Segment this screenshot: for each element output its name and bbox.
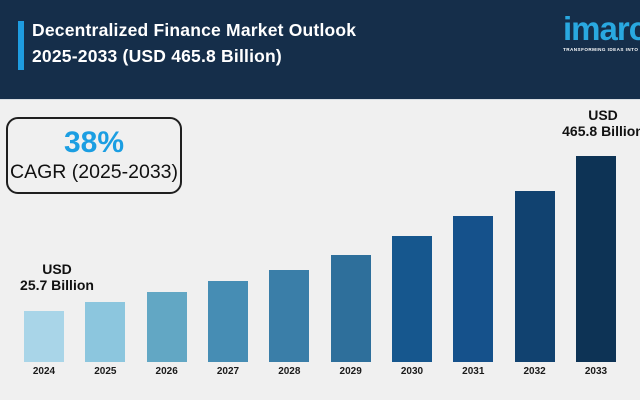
bar-cell-2032: 2032 [514,191,555,378]
bar-label-2030: 2030 [400,366,424,377]
page-title-line2: 2025-2033 (USD 465.8 Billion) [32,46,282,66]
bar-cell-2026: 2026 [146,292,187,378]
cagr-label: CAGR (2025-2033) [10,161,178,183]
bar-cell-2033: 2033 [575,156,616,378]
bar-2029 [330,255,371,362]
bar-label-2028: 2028 [278,366,301,377]
bar-label-2027: 2027 [216,366,240,377]
header: Decentralized Finance Market Outlook 202… [0,0,640,100]
bar-label-2031: 2031 [462,366,485,377]
start-value-line1: USD [42,261,72,277]
bar-cell-2031: 2031 [453,216,494,378]
bar-label-2029: 2029 [339,366,362,377]
start-value-annotation: USD 25.7 Billion [2,261,112,293]
bar-cell-2028: 2028 [269,270,310,378]
end-value-line2: 465.8 Billion [562,123,640,139]
bar-cell-2025: 2025 [85,302,126,378]
bar-cell-2029: 2029 [330,255,371,378]
cagr-value: 38% [63,126,125,159]
bar-2031 [453,216,494,362]
bar-2032 [514,191,555,362]
title-accent-bar [18,21,24,70]
bar-cell-2027: 2027 [207,281,248,378]
end-value-line1: USD [588,107,618,123]
bar-cell-2030: 2030 [391,236,432,378]
bar-label-2032: 2032 [523,366,546,377]
bar-2027 [207,281,248,362]
page-title: Decentralized Finance Market Outlook 202… [32,17,356,69]
bar-label-2033: 2033 [584,366,608,377]
imarc-logo: imarc TRANSFORMING IDEAS INTO IM [563,10,640,53]
bar-2024 [24,311,64,362]
bar-2028 [269,270,310,362]
bar-cell-2024: 2024 [24,311,64,378]
bar-label-2026: 2026 [155,366,178,377]
bar-label-2025: 2025 [94,366,117,377]
imarc-logo-text: imarc [563,10,640,47]
bar-2033 [575,156,616,362]
bar-2030 [391,236,432,362]
start-value-line2: 25.7 Billion [20,277,94,293]
end-value-annotation: USD 465.8 Billion [548,107,640,139]
cagr-callout-box: 38% CAGR (2025-2033) [6,117,182,194]
bar-label-2024: 2024 [32,366,56,377]
bar-group: 2024 2025 2026 2027 2028 2029 2030 2031 2032 2033 [24,148,616,378]
bar-2026 [146,292,187,362]
bar-2025 [85,302,126,362]
page-title-line1: Decentralized Finance Market Outlook [32,20,357,40]
imarc-logo-tagline: TRANSFORMING IDEAS INTO IM [563,47,640,52]
